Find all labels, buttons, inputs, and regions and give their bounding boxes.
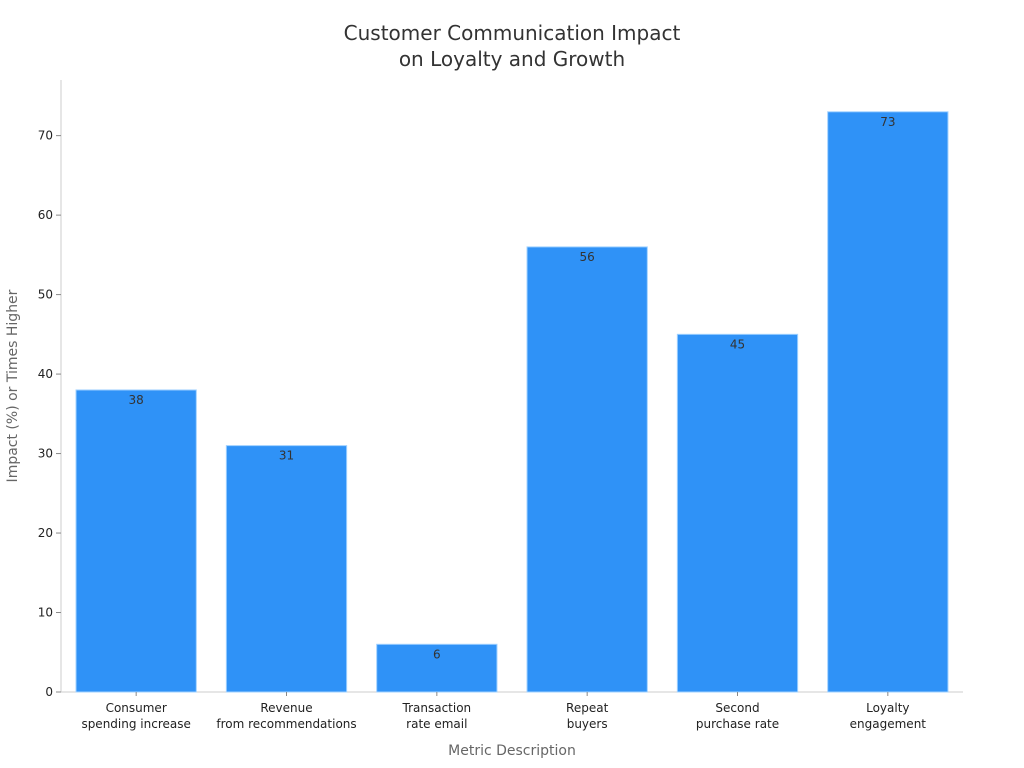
bar-value-label: 38 xyxy=(129,393,144,407)
bar xyxy=(676,333,799,693)
x-tick-label: spending increase xyxy=(81,717,190,731)
chart-title-line-2: on Loyalty and Growth xyxy=(399,47,625,71)
y-tick-label: 50 xyxy=(38,288,53,302)
y-axis-ticks: 0 10 20 30 40 50 60 70 xyxy=(38,129,61,699)
x-tick-label: rate email xyxy=(406,717,467,731)
x-tick-label: Repeat xyxy=(566,701,609,715)
bar-value-label: 56 xyxy=(580,250,595,264)
y-tick-label: 20 xyxy=(38,526,53,540)
bar xyxy=(526,246,648,693)
bar-value-label: 31 xyxy=(279,449,294,463)
x-tick-label: Loyalty xyxy=(866,701,909,715)
y-tick-label: 0 xyxy=(45,685,53,699)
x-tick-label: engagement xyxy=(850,717,927,731)
bar-value-label: 73 xyxy=(880,115,895,129)
x-tick-label: Revenue xyxy=(260,701,312,715)
y-tick-label: 30 xyxy=(38,447,53,461)
x-tick-label: Second xyxy=(715,701,759,715)
x-tick-label: buyers xyxy=(567,717,608,731)
bar xyxy=(75,389,197,693)
chart-title-line-1: Customer Communication Impact xyxy=(344,21,681,45)
y-tick-label: 40 xyxy=(38,367,53,381)
bars: 38 31 6 56 45 73 xyxy=(75,111,949,693)
x-tick-label: from recommendations xyxy=(216,717,356,731)
x-tick-label: Transaction xyxy=(402,701,472,715)
x-axis-tick-labels: Consumer spending increase Revenue from rec… xyxy=(81,692,926,731)
y-tick-label: 10 xyxy=(38,606,53,620)
bar-value-label: 45 xyxy=(730,337,745,351)
chart-title: Customer Communication Impact on Loyalty… xyxy=(344,21,681,71)
x-axis-label: Metric Description xyxy=(448,743,576,759)
x-tick-label: purchase rate xyxy=(696,717,779,731)
bar xyxy=(376,643,498,693)
y-axis-label: Impact (%) or Times Higher xyxy=(5,289,21,482)
y-tick-label: 70 xyxy=(38,129,53,143)
y-tick-label: 60 xyxy=(38,208,53,222)
bar-value-label: 6 xyxy=(433,647,441,661)
bar xyxy=(827,111,949,693)
x-tick-label: Consumer xyxy=(106,701,167,715)
bar xyxy=(225,445,348,693)
